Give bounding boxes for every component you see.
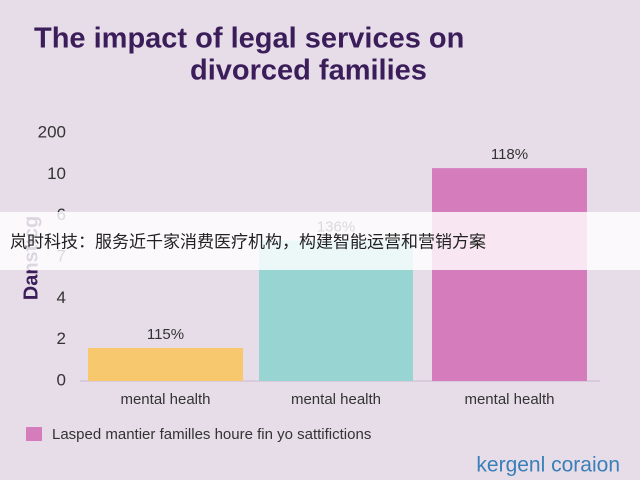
y-tick-label: 0 — [57, 370, 66, 389]
legend-swatch — [26, 427, 42, 441]
bar — [432, 168, 587, 381]
footer: kergenl coraion — [476, 454, 620, 477]
y-tick-label: 10 — [47, 164, 66, 183]
x-tick-label: mental health — [291, 391, 381, 408]
y-tick-label: 4 — [57, 288, 66, 307]
bar — [88, 347, 243, 381]
chart-title: The impact of legal services on — [34, 23, 464, 55]
bar-annotation: 118% — [491, 146, 528, 163]
banner-text: 岚时科技：服务近千家消费医疗机构，构建智能运营和营销方案 — [10, 232, 486, 251]
x-tick-label: mental health — [120, 391, 210, 408]
y-tick-label: 2 — [57, 329, 66, 348]
x-tick-label: mental health — [464, 391, 554, 408]
y-tick-label: 200 — [38, 122, 66, 141]
legend-label: Lasped mantier familles houre fin yo sat… — [52, 426, 371, 443]
chart-subtitle: divorced families — [190, 55, 427, 87]
banner-bg — [0, 212, 640, 270]
bar-annotation: 115% — [147, 326, 184, 343]
